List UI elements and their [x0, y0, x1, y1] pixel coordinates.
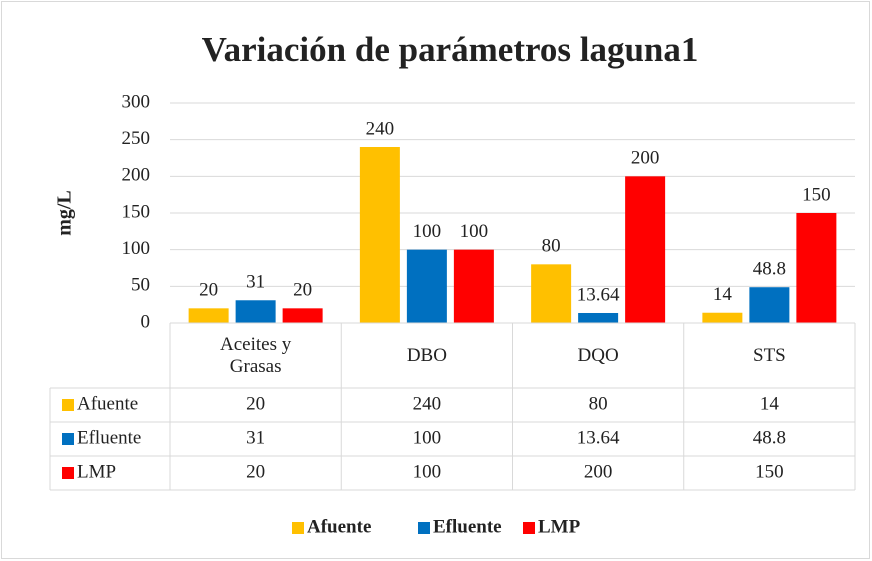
table-cell: 200: [584, 461, 613, 482]
data-label: 20: [293, 280, 312, 301]
bar: [188, 308, 229, 323]
table-row-label: Afuente: [77, 393, 138, 414]
table-cell: 150: [755, 461, 784, 482]
legend-label: Efluente: [433, 516, 502, 537]
bar: [749, 287, 790, 323]
x-tick-label: DBO: [406, 344, 447, 366]
legend-key: [292, 522, 304, 534]
y-axis-title: mg/L: [54, 190, 76, 236]
y-tick-label: 150: [122, 201, 151, 222]
table-cell: 100: [413, 461, 442, 482]
table-cell: 14: [760, 393, 780, 414]
table-cell: 20: [246, 393, 265, 414]
table-legend-key: [62, 433, 74, 445]
data-label: 150: [802, 184, 831, 205]
legend-key: [418, 522, 430, 534]
x-tick-label: STS: [753, 344, 786, 366]
table-cell: 31: [246, 427, 265, 448]
table-row-label: LMP: [77, 461, 116, 482]
table-legend-key: [62, 399, 74, 411]
x-tick-label: DQO: [577, 344, 619, 366]
data-label: 20: [199, 280, 218, 301]
bar: [406, 249, 447, 323]
bar: [796, 213, 837, 323]
table-legend-key: [62, 467, 74, 479]
bar: [578, 312, 619, 323]
y-tick-label: 200: [122, 165, 151, 186]
y-tick-label: 0: [141, 311, 151, 332]
data-label: 48.8: [753, 259, 786, 280]
table-cell: 13.64: [577, 427, 620, 448]
legend-label: LMP: [538, 516, 581, 537]
x-tick-label: Aceites y Grasas: [220, 333, 292, 377]
bar: [235, 300, 276, 323]
x-tick-label-box: DQO: [577, 344, 619, 366]
data-label: 31: [246, 272, 265, 293]
data-label: 80: [542, 236, 561, 257]
chart-title: Variación de parámetros laguna1: [202, 30, 699, 69]
bar: [453, 249, 494, 323]
bar: [359, 147, 400, 323]
table-cell: 48.8: [753, 427, 786, 448]
bar: [625, 176, 666, 323]
table-cell: 20: [246, 461, 265, 482]
x-tick-label-box: STS: [753, 344, 786, 366]
y-tick-label: 300: [122, 91, 151, 112]
data-label: 14: [713, 284, 733, 305]
x-tick-label-box: DBO: [406, 344, 447, 366]
data-label: 240: [366, 118, 395, 139]
x-tick-label-box: Aceites y Grasas: [220, 333, 292, 377]
data-label: 13.64: [577, 284, 620, 305]
y-tick-label: 250: [122, 128, 151, 149]
table-cell: 100: [413, 427, 442, 448]
y-tick-label: 50: [131, 275, 150, 296]
data-label: 100: [460, 221, 489, 242]
table-cell: 80: [589, 393, 608, 414]
bar: [702, 312, 743, 323]
data-label: 100: [413, 221, 442, 242]
legend-label: Afuente: [307, 516, 371, 537]
table-row-label: Efluente: [77, 427, 141, 448]
table-cell: 240: [413, 393, 442, 414]
data-label: 200: [631, 148, 660, 169]
bar: [531, 264, 572, 323]
legend-key: [523, 522, 535, 534]
bar: [282, 308, 323, 323]
y-tick-label: 100: [122, 238, 151, 259]
